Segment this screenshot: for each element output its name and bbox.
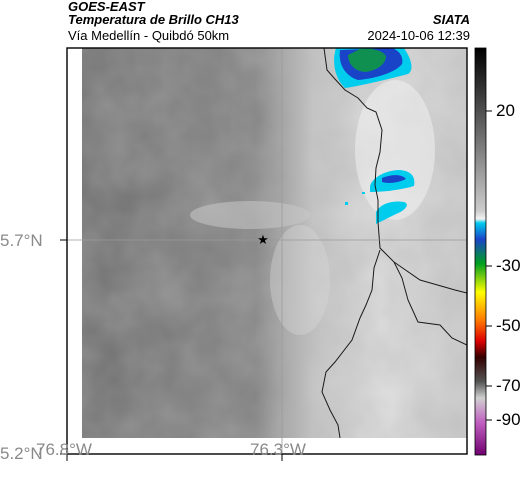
map-frame — [66, 47, 468, 455]
cold-cloud-tops — [334, 48, 415, 224]
product-title: Temperatura de Brillo CH13 — [68, 12, 239, 27]
lat-label-5-2: 5.2°N — [0, 444, 43, 463]
star-marker: ★ — [257, 232, 269, 247]
colorbar-label-minus-90: -90 — [496, 410, 521, 429]
timestamp-label: 2024-10-06 12:39 — [367, 28, 470, 43]
colorbar-label-20: 20 — [496, 101, 515, 120]
satellite-title: GOES-EAST — [68, 0, 145, 14]
lat-label-5-7: 5.7°N — [0, 231, 43, 250]
colorbar-label-minus-50: -50 — [496, 316, 521, 335]
colorbar-label-minus-70: -70 — [496, 376, 521, 395]
route-subtitle: Vía Medellín - Quibdó 50km — [68, 28, 230, 43]
coastline-borders — [321, 48, 467, 438]
lon-label-76-3: 76.3°W — [250, 440, 306, 459]
lon-label-76-8: 76.8°W — [36, 440, 92, 459]
colorbar — [474, 47, 487, 456]
colorbar-label-minus-30: -30 — [496, 256, 521, 275]
organization-label: SIATA — [432, 12, 470, 27]
brightness-temperature-field — [82, 48, 467, 438]
